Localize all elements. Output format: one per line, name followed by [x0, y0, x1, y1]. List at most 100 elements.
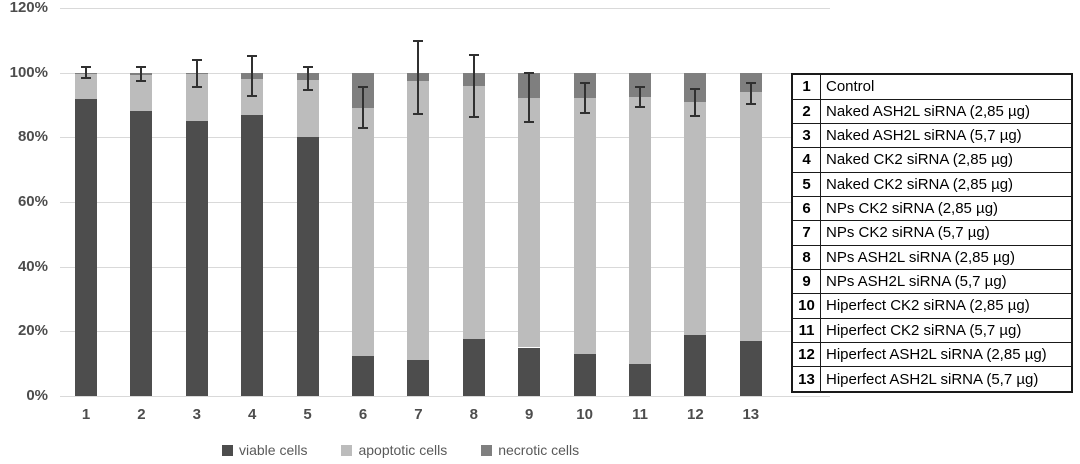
error-bar-cap-6 [358, 126, 368, 129]
bar-10-apoptotic-segment [573, 97, 596, 354]
table-row-number: 9 [791, 268, 821, 295]
bar-12-viable-segment [684, 334, 707, 396]
bar-13-apoptotic-segment [739, 92, 762, 342]
table-row-12: 12 Hiperfect ASH2L siRNA (2,85 µg) [791, 341, 1073, 368]
error-bar-cap-7 [413, 39, 424, 42]
bar-7-viable-segment [407, 360, 430, 396]
table-row-label: NPs CK2 siRNA (2,85 µg) [820, 195, 1073, 222]
error-bar-cap-8 [468, 115, 479, 118]
table-row-8: 8 NPs ASH2L siRNA (2,85 µg) [791, 244, 1073, 270]
legend-swatch-viable [222, 444, 233, 456]
error-bar-8 [472, 54, 475, 117]
error-bar-cap-1 [81, 76, 91, 79]
legend-item-viable: viable cells [222, 442, 307, 458]
error-bar-cap-6 [358, 86, 368, 89]
bar-1-apoptotic-segment [75, 74, 97, 99]
table-row-label: Hiperfect ASH2L siRNA (2,85 µg) [820, 341, 1073, 368]
bar-3-viable-segment [185, 121, 208, 396]
error-bar-3 [195, 59, 198, 87]
bar-2-viable-segment [130, 111, 153, 396]
y-tick-label: 20% [17, 322, 48, 340]
bar-9-apoptotic-segment [518, 97, 541, 348]
bar-12-apoptotic-segment [684, 102, 707, 335]
error-bar-cap-5 [302, 65, 313, 68]
error-bar-cap-3 [191, 85, 202, 88]
error-bar-cap-13 [745, 82, 756, 84]
error-bar-cap-12 [690, 87, 701, 90]
legend-label-viable: viable cells [239, 442, 308, 458]
table-row-label: Naked CK2 siRNA (2,85 µg) [820, 147, 1073, 173]
bar-11-apoptotic-segment [629, 96, 651, 364]
table-row-5: 5 Naked CK2 siRNA (2,85 µg) [791, 171, 1073, 197]
table-row-2: 2 Naked ASH2L siRNA (2,85 µg) [791, 98, 1073, 124]
error-bar-5 [306, 66, 309, 91]
x-tick-label-4: 4 [248, 406, 257, 423]
table-row-7: 7 NPs CK2 siRNA (5,7 µg) [791, 220, 1073, 246]
gridline [60, 396, 830, 397]
table-row-11: 11 Hiperfect CK2 siRNA (5,7 µg) [791, 317, 1073, 343]
error-bar-1 [85, 67, 87, 78]
gridline [60, 266, 830, 268]
table-row-number: 2 [791, 98, 821, 124]
table-row-6: 6 NPs CK2 siRNA (2,85 µg) [791, 195, 1073, 222]
bar-11-necrotic-segment [629, 72, 651, 97]
error-bar-4 [251, 56, 254, 97]
table-row-number: 5 [791, 171, 821, 197]
table-row-label: NPs ASH2L siRNA (5,7 µg) [820, 268, 1073, 295]
gridline [60, 331, 830, 333]
x-tick-label-11: 11 [632, 406, 648, 423]
table-row-label: NPs CK2 siRNA (5,7 µg) [820, 220, 1073, 246]
error-bar-cap-3 [191, 58, 202, 61]
legend-label-apoptotic: apoptotic cells [358, 442, 448, 458]
x-tick-label-13: 13 [742, 406, 760, 423]
error-bar-2 [140, 66, 143, 81]
legend-label-necrotic: necrotic cells [498, 442, 580, 458]
table-row-13: 13 Hiperfect ASH2L siRNA (5,7 µg) [791, 366, 1073, 393]
bar-6-apoptotic-segment [352, 108, 374, 356]
legend-swatch-apoptotic [341, 444, 353, 456]
legend-item-apoptotic: apoptotic cells [341, 442, 447, 458]
error-bar-cap-13 [745, 103, 756, 106]
x-tick-label-1: 1 [81, 406, 91, 423]
x-tick-label-7: 7 [414, 406, 423, 423]
table-row-number: 8 [791, 244, 821, 270]
error-bar-cap-11 [635, 86, 645, 89]
y-tick-label: 100% [9, 63, 48, 81]
table-row-number: 4 [791, 147, 821, 173]
legend-item-necrotic: necrotic cells [481, 442, 579, 458]
table-row-number: 3 [791, 122, 821, 149]
error-bar-cap-4 [247, 95, 258, 98]
error-bar-cap-4 [247, 55, 258, 58]
table-row-label: Hiperfect CK2 siRNA (2,85 µg) [820, 293, 1073, 319]
error-bar-cap-5 [302, 89, 313, 92]
bar-1-viable-segment [75, 98, 97, 396]
x-tick-label-2: 2 [137, 406, 146, 423]
error-bar-cap-2 [136, 79, 147, 82]
table-row-number: 13 [791, 366, 821, 393]
table-row-label: Control [820, 73, 1073, 100]
x-tick-label-6: 6 [358, 406, 368, 423]
error-bar-cap-10 [579, 82, 590, 84]
x-tick-label-3: 3 [192, 406, 201, 423]
error-bar-cap-7 [413, 112, 424, 115]
error-bar-12 [694, 88, 697, 116]
error-bar-cap-9 [524, 120, 535, 123]
error-bar-13 [749, 83, 752, 105]
table-row-10: 10 Hiperfect CK2 siRNA (2,85 µg) [791, 293, 1073, 319]
table-row-label: Hiperfect CK2 siRNA (5,7 µg) [820, 317, 1073, 343]
gridline [60, 72, 830, 74]
x-tick-label-8: 8 [469, 406, 478, 423]
error-bar-cap-8 [468, 53, 479, 56]
y-tick-label: 120% [9, 0, 48, 16]
table-row-label: Naked ASH2L siRNA (5,7 µg) [820, 122, 1073, 149]
table-row-number: 1 [791, 73, 821, 100]
bar-9-viable-segment [518, 347, 541, 396]
table-row-9: 9 NPs ASH2L siRNA (5,7 µg) [791, 268, 1073, 295]
y-tick-label: 0% [26, 387, 48, 404]
bar-8-viable-segment [462, 339, 485, 396]
table-row-label: Naked ASH2L siRNA (2,85 µg) [820, 98, 1073, 124]
table-row-label: Hiperfect ASH2L siRNA (5,7 µg) [820, 366, 1073, 393]
table-row-number: 6 [791, 195, 821, 222]
chart-legend: viable cells apoptotic cells necrotic cell… [222, 442, 579, 458]
